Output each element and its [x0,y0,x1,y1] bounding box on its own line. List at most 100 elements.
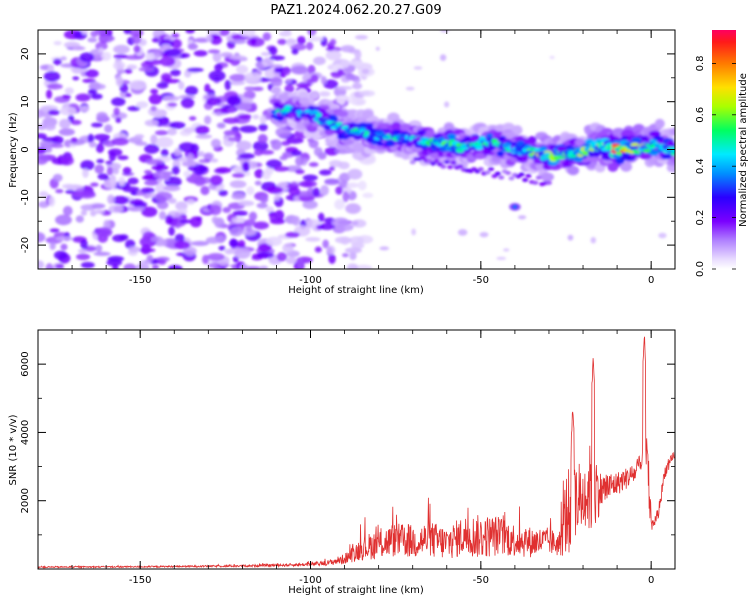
heatmap-cell [146,158,164,166]
heatmap-cell [70,137,78,143]
heatmap-cell [432,138,439,143]
heatmap-cell [296,82,312,88]
heatmap-cell [518,215,527,220]
heatmap-cell [138,67,155,72]
heatmap-cell [93,251,111,257]
heatmap-cell [282,243,294,253]
heatmap-cell [133,201,148,208]
snr-axes: -150 -100 -50 0 2000 4000 6000 [20,330,675,586]
y-tick-label: 0 [20,146,31,152]
heatmap-cell [297,257,304,269]
heatmap-cell [113,107,120,116]
heatmap-cell [244,86,256,91]
heatmap-cell [111,137,129,146]
heatmap-cell [91,203,106,209]
heatmap-cell [145,52,155,61]
heatmap-cell [670,156,675,164]
heatmap-cell [337,68,344,75]
heatmap-cell [218,30,230,37]
heatmap-cell [342,191,349,203]
heatmap-cell [154,191,173,202]
heatmap-cell [113,44,130,54]
heatmap-cell [620,161,633,172]
heatmap-cell [229,226,243,237]
heatmap-cell [229,73,247,82]
heatmap-cell [77,190,96,199]
heatmap-cell [126,64,138,70]
heatmap-cell [567,165,580,176]
heatmap-cell [144,169,153,175]
heatmap-cell [389,145,400,152]
heatmap-cell [72,46,86,51]
heatmap-cell [498,175,505,180]
heatmap-cell [649,151,659,157]
heatmap-cell [334,236,352,244]
heatmap-cell [318,222,336,230]
heatmap-cell [391,121,402,130]
heatmap-cell [62,205,73,216]
heatmap-cell [212,51,222,63]
heatmap-cell [186,153,194,165]
heatmap-cell [379,246,390,251]
heatmap-cell [178,142,196,153]
heatmap-cell [39,191,49,197]
heatmap-cell [228,80,246,86]
colorbar-tick-label: 0.8 [695,55,706,71]
heatmap-cell [354,34,368,40]
heatmap-cell [347,168,363,180]
heatmap-cell [80,209,88,216]
heatmap-cell [171,38,182,49]
x-tick-label: -50 [473,575,489,586]
heatmap-cell [508,176,515,181]
heatmap-cell [163,48,181,57]
heatmap-cell [282,66,291,76]
heatmap-cell [590,237,597,244]
heatmap-cell [505,170,512,175]
heatmap-cell [512,204,518,209]
heatmap-cell [349,236,364,246]
heatmap-cell [549,55,555,59]
heatmap-cell [79,105,90,112]
heatmap-cell [46,83,63,90]
heatmap-cell [184,69,192,78]
heatmap-cell [87,133,95,143]
heatmap-cell [319,112,331,118]
heatmap-cell [545,180,552,185]
heatmap-cell [67,114,75,123]
heatmap-cell [344,247,362,254]
heatmap-cell [227,107,236,113]
heatmap-cell [282,151,295,158]
heatmap-cell [286,38,296,47]
heatmap-cell [306,41,314,51]
heatmap-cell [413,66,423,70]
heatmap-cell [351,220,359,226]
heatmap-cell [349,265,358,269]
heatmap-cell [248,211,258,221]
heatmap-cell [75,253,91,261]
heatmap-cell [218,189,228,197]
spectrogram-ylabel: Frequency (Hz) [8,112,19,188]
heatmap-cell [215,235,226,244]
heatmap-cell [79,52,95,63]
heatmap-cell [38,232,46,243]
heatmap-cell [155,182,166,194]
heatmap-cell [139,260,152,265]
heatmap-cell [95,143,105,154]
heatmap-cell [65,189,75,194]
y-tick-label: -20 [20,237,31,253]
heatmap-cell [244,72,262,83]
heatmap-cell [259,265,269,269]
heatmap-cell [42,137,60,142]
heatmap-cell [209,34,221,40]
heatmap-cell [163,185,181,192]
heatmap-cell [439,54,447,61]
heatmap-cell [328,166,336,171]
heatmap-cell [322,239,329,249]
colorbar-gradient [712,30,736,269]
heatmap-cell [275,126,292,138]
heatmap-cell [153,170,171,180]
heatmap-cell [277,93,289,101]
heatmap-cell [178,94,196,100]
heatmap-cell [324,146,340,156]
heatmap-cell [157,259,167,265]
